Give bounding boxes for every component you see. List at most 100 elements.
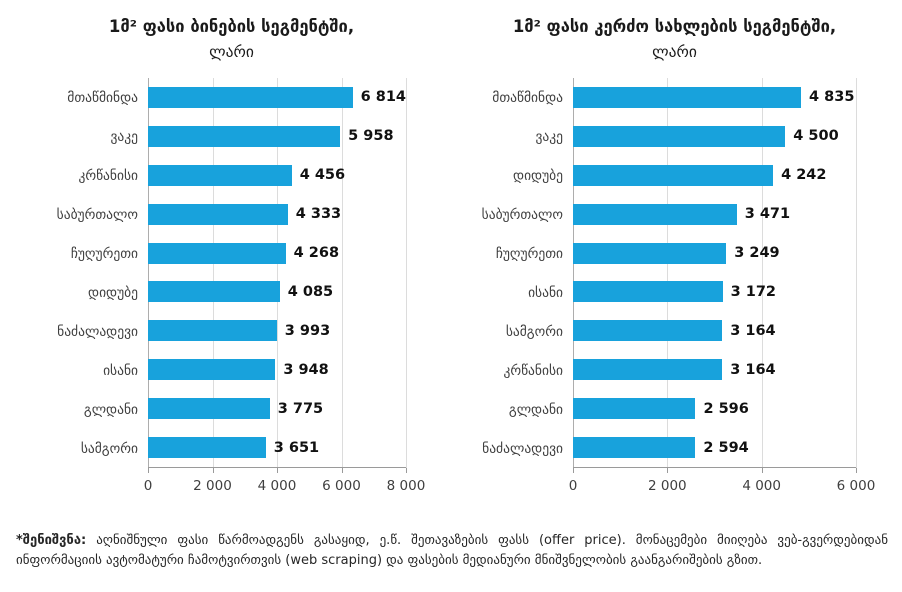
- bar-row: 3 948: [148, 350, 406, 389]
- tick-mark: [761, 468, 763, 473]
- footnote: *შენიშვნა: აღნიშნული ფასი წარმოადგენს გა…: [16, 531, 888, 571]
- category-label: ისანი: [103, 362, 138, 379]
- category-label: საბურთალო: [481, 206, 563, 223]
- chart-subtitle: ლარი: [652, 43, 697, 61]
- bar: [573, 86, 802, 108]
- bar: [148, 164, 292, 186]
- bar: [148, 320, 277, 342]
- category-label: ნაძალადევი: [57, 323, 138, 340]
- bar: [573, 242, 727, 264]
- category-label: გლდანი: [508, 401, 563, 418]
- bar-row: 4 500: [573, 117, 856, 156]
- houses-price-chart: 1მ² ფასი კერძო სახლების სეგმენტში, ლარი …: [453, 14, 896, 494]
- bar-row: 3 993: [148, 311, 406, 350]
- chart-title: 1მ² ფასი ბინების სეგმენტში,: [108, 17, 355, 36]
- category-label: ისანი: [528, 284, 563, 301]
- axis-tick-label: 4 000: [257, 478, 297, 494]
- bar: [573, 203, 737, 225]
- bar: [573, 398, 696, 420]
- bar-value-label: 4 268: [293, 245, 340, 262]
- plot-column: 4 835 4 500 4 242 3 471 3 249 3 172 3 164 3 164…: [569, 78, 875, 494]
- bar: [148, 86, 353, 108]
- apartments-price-chart: 1მ² ფასი ბინების სეგმენტში, ლარი მთაწმინ…: [10, 14, 453, 494]
- category-label: სამგორი: [80, 440, 138, 457]
- bar: [573, 281, 723, 303]
- category-label: საბურთალო: [56, 206, 138, 223]
- category-label: კრწანისი: [78, 167, 138, 184]
- bar-row: 4 242: [573, 156, 856, 195]
- tick-mark: [856, 468, 857, 473]
- bar-value-label: 4 242: [781, 167, 827, 184]
- grid-layer: [148, 78, 407, 473]
- chart-plot-area: მთაწმინდა ვაკე დიდუბე საბურთალო ჩუღურეთი ისან…: [453, 78, 896, 494]
- category-label: კრწანისი: [503, 362, 563, 379]
- gridline: [277, 78, 278, 468]
- bar-row: 4 333: [148, 195, 406, 234]
- gridline: [573, 78, 574, 468]
- bar-value-label: 3 948: [283, 361, 329, 378]
- bar-value-label: 3 172: [730, 283, 777, 300]
- bar-row: 4 835: [573, 78, 856, 117]
- bar: [573, 437, 696, 459]
- tick-mark: [277, 468, 278, 473]
- bar-value-label: 3 993: [284, 322, 331, 339]
- bar-value-label: 4 085: [287, 283, 334, 300]
- bar: [148, 242, 286, 264]
- category-label: დიდუბე: [513, 167, 563, 184]
- charts-container: 1მ² ფასი ბინების სეგმენტში, ლარი მთაწმინ…: [10, 14, 896, 494]
- chart-title-block: 1მ² ფასი ბინების სეგმენტში, ლარი: [10, 14, 453, 64]
- bar-row: 3 471: [573, 195, 856, 234]
- value-axis: 0 2 000 4 000 6 000 8 000: [144, 478, 426, 500]
- bar-row: 2 594: [573, 428, 856, 467]
- footnote-text: აღნიშნული ფასი წარმოადგენს გასაყიდ, ე.წ.…: [16, 533, 888, 568]
- gridline: [212, 78, 214, 468]
- value-axis: 0 2 000 4 000 6 000: [569, 478, 876, 500]
- tick-mark: [148, 468, 149, 473]
- bar-value-label: 3 164: [730, 361, 776, 378]
- bars-layer: 4 835 4 500 4 242 3 471 3 249 3 172 3 164 3 164…: [573, 78, 856, 468]
- tick-mark: [573, 468, 574, 473]
- bar-value-label: 4 456: [299, 167, 346, 184]
- bar-value-label: 3 164: [730, 322, 776, 339]
- category-label: მთაწმინდა: [492, 89, 563, 106]
- axis-tick-label: 0: [143, 478, 153, 494]
- plot-column: 6 814 5 958 4 456 4 333 4 268 4 085 3 993 3 948…: [144, 78, 425, 494]
- bar-row: 3 172: [573, 273, 856, 312]
- bar-row: 3 249: [573, 234, 856, 273]
- category-label: ჩუღურეთი: [495, 245, 563, 262]
- bar-row: 2 596: [573, 389, 856, 428]
- category-label: მთაწმინდა: [67, 89, 138, 106]
- bar: [573, 359, 723, 381]
- bar: [573, 320, 723, 342]
- category-axis: მთაწმინდა ვაკე კრწანისი საბურთალო ჩუღურეთი დი…: [10, 78, 148, 468]
- bar-row: 3 164: [573, 311, 856, 350]
- bar-row: 3 775: [148, 389, 406, 428]
- axis-tick-label: 2 000: [193, 478, 232, 494]
- gridline: [341, 78, 343, 468]
- axis-tick-label: 2 000: [648, 478, 687, 494]
- category-label: ვაკე: [535, 128, 563, 145]
- tick-mark: [667, 468, 669, 473]
- bar-value-label: 3 651: [273, 439, 320, 456]
- bar-value-label: 3 775: [277, 400, 324, 417]
- bar-row: 4 085: [148, 273, 406, 312]
- category-label: ნაძალადევი: [482, 440, 563, 457]
- bar-value-label: 6 814: [360, 89, 406, 106]
- bar: [148, 203, 288, 225]
- bar-value-label: 5 958: [348, 128, 394, 145]
- category-axis: მთაწმინდა ვაკე დიდუბე საბურთალო ჩუღურეთი ისან…: [453, 78, 573, 468]
- axis-tick-label: 6 000: [322, 478, 361, 494]
- bar-row: 6 814: [148, 78, 406, 117]
- bar: [573, 125, 786, 147]
- bar: [148, 281, 280, 303]
- bar: [148, 125, 341, 147]
- tick-mark: [406, 468, 407, 473]
- bar-value-label: 3 249: [734, 245, 780, 262]
- bar-value-label: 2 596: [703, 400, 749, 417]
- axis-tick-label: 6 000: [836, 478, 876, 494]
- category-label: სამგორი: [505, 323, 563, 340]
- bar-value-label: 4 835: [809, 89, 855, 106]
- gridline: [856, 78, 857, 468]
- bar: [148, 398, 270, 420]
- gridline: [406, 78, 407, 468]
